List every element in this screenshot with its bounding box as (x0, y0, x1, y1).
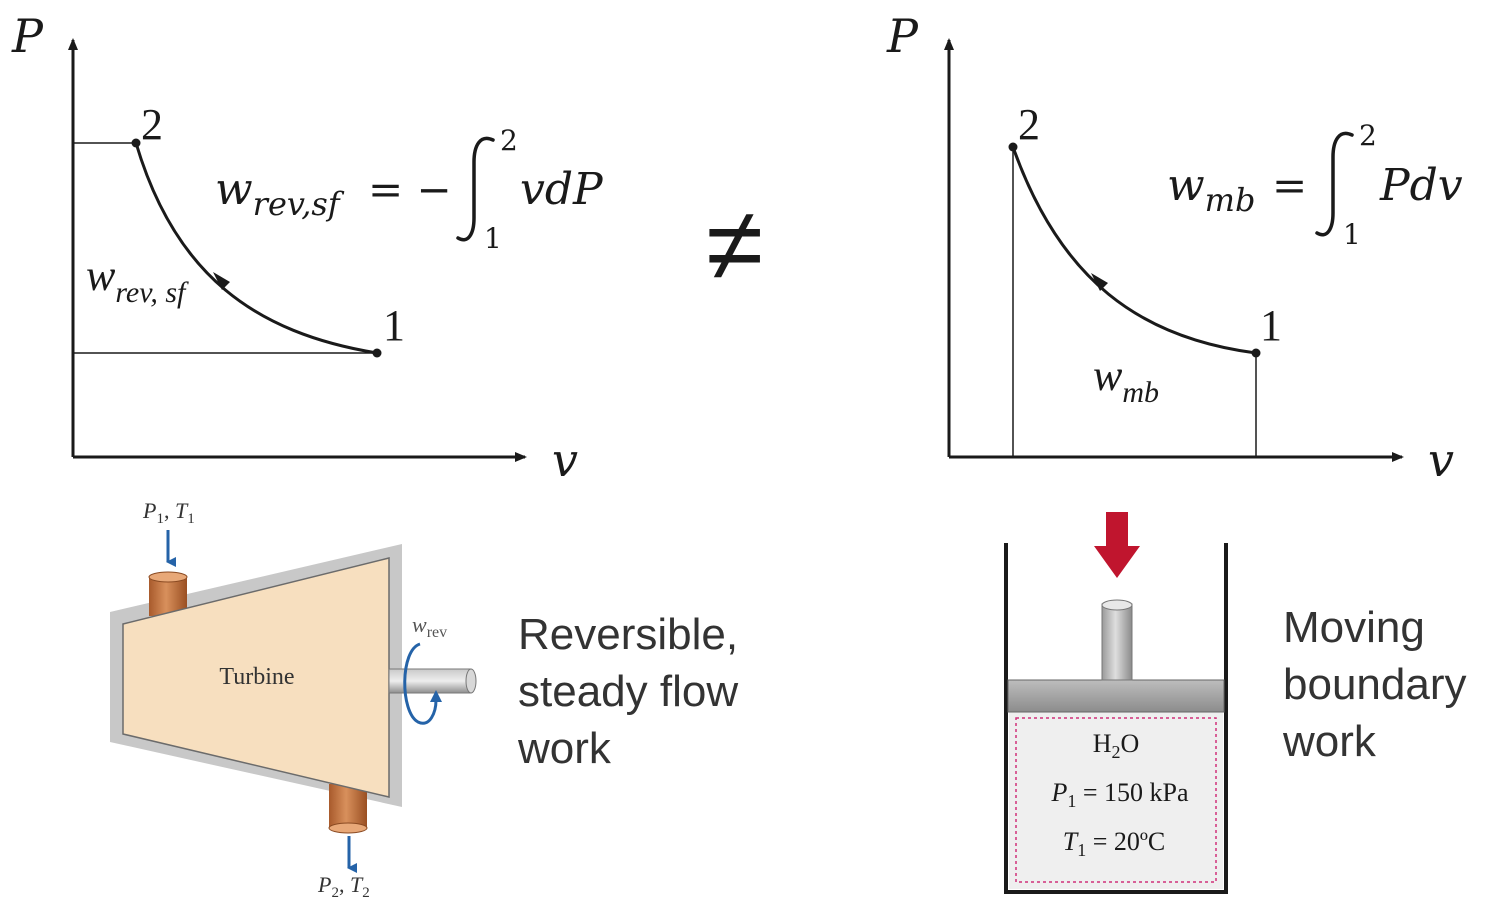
turbine-caption-line-1: Reversible, (518, 610, 739, 659)
turbine-shaft (388, 668, 472, 694)
turbine-outlet-pipe-end (328, 822, 368, 834)
right-pv-diagram: P v 2 1 wmb wmb = 2 1 Pdv (886, 9, 1463, 487)
left-area-label: wrev, sf (86, 251, 189, 309)
right-equation-lhs: wmb (1167, 160, 1256, 219)
left-state1-label: 1 (383, 301, 405, 350)
turbine-caption: Reversible, steady flow work (518, 606, 738, 777)
right-process-direction-arrow (1091, 273, 1108, 291)
right-y-axis-label: P (886, 9, 919, 63)
outlet-state-label: P2, T2 (317, 872, 370, 901)
system-boundary (1015, 717, 1217, 883)
right-state1-point (1251, 348, 1261, 358)
initial-temperature-label: T1 = 20ºC (1063, 827, 1166, 860)
left-integral-lower: 1 (484, 222, 502, 255)
piston-caption-line-3: work (1283, 717, 1376, 766)
left-state2-label: 2 (141, 100, 163, 149)
turbine-body (122, 557, 390, 798)
turbine-caption-line-3: work (518, 724, 611, 773)
piston-caption-line-1: Moving (1283, 603, 1425, 652)
gas-region (1009, 712, 1223, 889)
shaft-rotation-arrow (403, 642, 438, 725)
left-pv-diagram: P v 2 1 wrev, sf wrev,sf = − 2 1 vdP (11, 9, 604, 487)
right-state2-label: 2 (1018, 100, 1040, 149)
piston-force-arrow (1094, 512, 1140, 578)
shaft-rotation-arrowhead (430, 690, 442, 702)
piston-caption-line-2: boundary (1283, 660, 1467, 709)
right-integrand: Pdv (1379, 160, 1463, 211)
piston-cylinder-illustration: H2O P1 = 150 kPa T1 = 20ºC (1004, 512, 1228, 894)
left-work-equation: wrev,sf = − 2 1 vdP (215, 124, 604, 255)
right-state2-point (1008, 142, 1018, 152)
turbine-outlet-pipe (329, 784, 367, 828)
right-integral-sign (1315, 131, 1354, 237)
right-area-label: wmb (1093, 351, 1159, 409)
turbine-shaft-end (465, 668, 477, 694)
left-x-axis-label: v (552, 433, 578, 487)
right-work-equation: wmb = 2 1 Pdv (1167, 119, 1463, 251)
right-integral-upper: 2 (1359, 119, 1377, 152)
right-state1-label: 1 (1260, 301, 1282, 350)
left-equation-lhs: wrev,sf (215, 164, 345, 223)
piston-rod (1101, 603, 1133, 681)
piston-rod-top (1101, 599, 1133, 611)
left-process-curve (134, 142, 378, 355)
turbine-inlet-pipe-end (148, 571, 188, 583)
turbine-work-label: wrev (412, 612, 447, 641)
substance-label: H2O (1093, 729, 1140, 762)
not-equal-symbol: ≠ (706, 187, 763, 303)
left-y-axis-label: P (11, 9, 44, 63)
inlet-state-label: P1, T1 (142, 498, 195, 527)
left-integral-upper: 2 (500, 124, 518, 157)
piston (1007, 679, 1225, 713)
right-equation-operator: = (1272, 161, 1307, 210)
turbine-illustration: Turbine wrev P1, T1 P2, T2 (110, 498, 477, 901)
initial-pressure-label: P1 = 150 kPa (1050, 778, 1189, 811)
right-process-curve (1011, 146, 1257, 355)
turbine-name-label: Turbine (219, 664, 294, 690)
turbine-caption-line-2: steady flow (518, 667, 739, 716)
right-x-axis-label: v (1428, 433, 1454, 487)
left-state2-point (131, 138, 141, 148)
left-equation-operator: = − (368, 165, 452, 214)
right-integral-lower: 1 (1343, 218, 1361, 251)
left-state1-point (372, 348, 382, 358)
cylinder-walls (1004, 543, 1228, 894)
left-integrand: vdP (520, 164, 604, 215)
left-integral-sign (456, 136, 495, 242)
piston-caption: Moving boundary work (1283, 599, 1466, 770)
left-process-direction-arrow (213, 272, 230, 290)
